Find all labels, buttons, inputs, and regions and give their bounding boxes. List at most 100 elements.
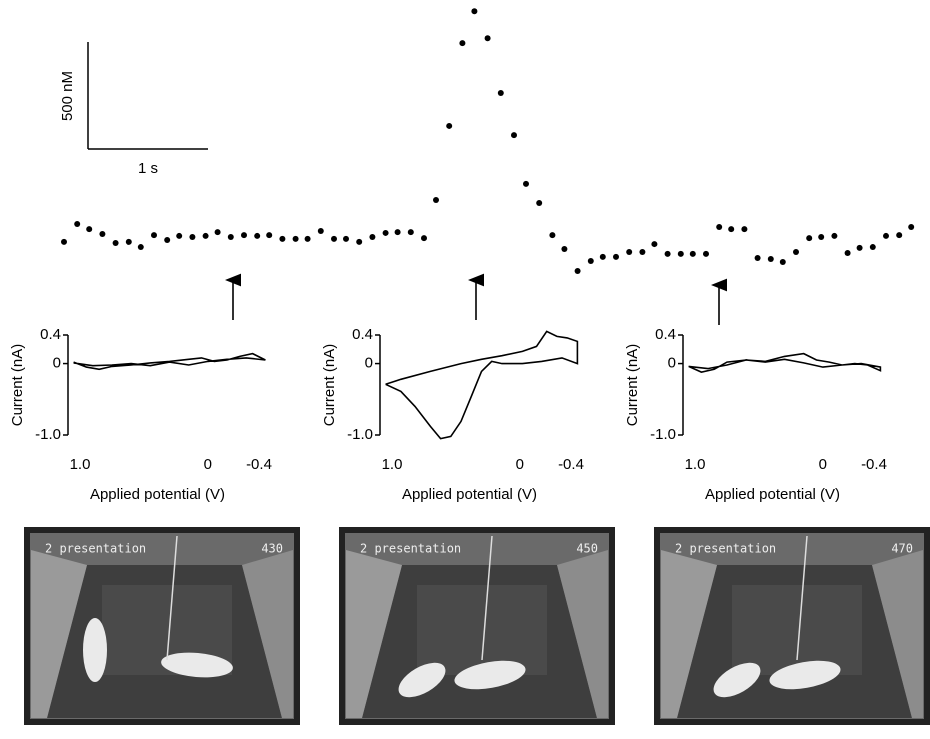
rat <box>83 618 107 682</box>
arena-center <box>417 585 547 675</box>
arena-wall-left <box>661 550 717 718</box>
dot <box>459 40 466 47</box>
dot <box>651 241 658 248</box>
dot <box>382 229 389 236</box>
dot <box>664 250 671 257</box>
y-tick-label: -1.0 <box>650 426 676 443</box>
x-tick-label: 0 <box>516 456 524 473</box>
dot <box>164 237 171 243</box>
dot <box>254 232 261 239</box>
dot <box>227 234 234 241</box>
dot <box>394 229 401 236</box>
dot <box>574 268 581 275</box>
dot <box>74 220 81 227</box>
y-axis-label: Current (nA) <box>321 344 338 427</box>
dot <box>599 253 606 260</box>
dot <box>754 254 761 261</box>
tether <box>796 535 808 661</box>
dot <box>446 122 453 129</box>
scale-label-y: 500 nM <box>59 71 76 121</box>
dot <box>639 248 646 255</box>
y-tick-label: 0 <box>53 355 61 372</box>
dot <box>241 232 247 239</box>
y-tick-label: -1.0 <box>347 426 373 443</box>
dot <box>869 244 876 251</box>
x-tick-label: 0 <box>819 456 827 473</box>
dot <box>266 232 273 239</box>
dot <box>433 196 439 203</box>
y-axis-label: Current (nA) <box>9 344 26 427</box>
y-tick-label: -1.0 <box>35 426 61 443</box>
dot <box>523 180 529 187</box>
cv-trace <box>385 330 579 440</box>
arena-center <box>732 585 862 675</box>
dot <box>471 8 478 15</box>
photo-caption: 2 presentation <box>45 542 146 556</box>
photo: 2 presentation 470 <box>654 527 930 725</box>
dot <box>137 244 144 251</box>
photo-frame-number: 450 <box>576 542 598 556</box>
dot <box>304 235 311 242</box>
dot <box>896 232 903 239</box>
dot <box>279 235 286 242</box>
x-axis-label: Applied potential (V) <box>90 486 225 503</box>
dot <box>818 234 825 241</box>
dot <box>703 250 709 257</box>
arrows <box>225 273 727 325</box>
photo-caption: 2 presentation <box>675 542 776 556</box>
dot <box>613 253 619 260</box>
x-tick-label: 1.0 <box>382 456 403 473</box>
dot <box>806 235 813 242</box>
dot <box>716 223 723 230</box>
dot <box>202 232 209 239</box>
dot <box>677 250 684 257</box>
dot <box>369 234 376 241</box>
dot <box>511 132 517 139</box>
y-tick-label: 0.4 <box>655 326 676 343</box>
x-axis-label: Applied potential (V) <box>402 486 537 503</box>
dot <box>407 229 414 236</box>
arena-wall-right <box>242 550 293 718</box>
rat <box>713 662 761 698</box>
dot <box>214 229 221 236</box>
dot <box>536 199 543 206</box>
tether <box>481 535 493 661</box>
dot <box>831 232 838 239</box>
dot <box>151 232 157 239</box>
dot <box>292 235 299 242</box>
dot <box>356 238 363 245</box>
x-axis-label: Applied potential (V) <box>705 486 840 503</box>
dot <box>856 244 863 251</box>
rat <box>398 662 446 698</box>
arena-wall-left <box>31 550 87 718</box>
dot <box>728 226 735 233</box>
photo-frame-number: 470 <box>891 542 913 556</box>
rat <box>161 652 233 678</box>
dot <box>86 226 93 233</box>
dot <box>793 248 799 255</box>
y-tick-label: 0 <box>668 355 676 372</box>
y-tick-label: 0.4 <box>40 326 61 343</box>
dot <box>99 231 106 238</box>
dot <box>587 257 594 264</box>
dot <box>779 259 786 266</box>
dot <box>176 232 183 239</box>
dot <box>125 238 132 245</box>
photo-frame-number: 430 <box>261 542 283 556</box>
dot <box>626 248 633 255</box>
arena-wall-right <box>557 550 608 718</box>
dot <box>689 250 696 257</box>
dot <box>561 245 568 252</box>
dot <box>189 234 196 241</box>
x-tick-label: 0 <box>204 456 212 473</box>
dot <box>883 232 889 239</box>
arena-wall-left <box>346 550 402 718</box>
dot <box>343 235 349 242</box>
dot <box>112 239 119 246</box>
dot <box>844 250 851 257</box>
dot <box>331 235 337 242</box>
rat <box>454 660 526 690</box>
rat <box>769 660 841 690</box>
cv-trace <box>688 352 882 373</box>
